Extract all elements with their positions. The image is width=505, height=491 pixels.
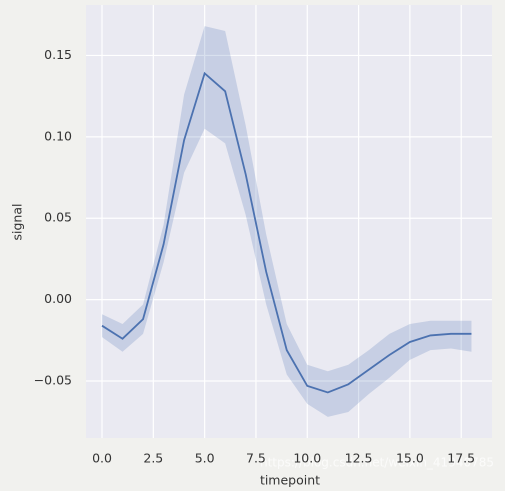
confidence-band — [102, 26, 472, 417]
y-tick-label: 0.10 — [44, 128, 72, 143]
y-axis-label: signal — [10, 204, 25, 241]
y-tick-label: 0.00 — [44, 291, 72, 306]
x-axis-label: timepoint — [260, 473, 320, 488]
y-tick-label: 0.05 — [44, 210, 72, 225]
x-tick-label: 10.0 — [293, 451, 321, 466]
x-tick-label: 7.5 — [246, 451, 266, 466]
x-tick-label: 2.5 — [143, 451, 163, 466]
x-tick-label: 15.0 — [396, 451, 424, 466]
x-tick-label: 5.0 — [195, 451, 215, 466]
watermark: https://blog.csdn.net/weixin_41940785 — [260, 456, 494, 470]
line — [101, 71, 472, 394]
x-tick-label: 0.0 — [92, 451, 112, 466]
y-tick-label: 0.15 — [44, 47, 72, 62]
y-tick-label: −0.05 — [34, 373, 72, 388]
x-tick-label: 17.5 — [447, 451, 475, 466]
x-tick-label: 12.5 — [345, 451, 373, 466]
